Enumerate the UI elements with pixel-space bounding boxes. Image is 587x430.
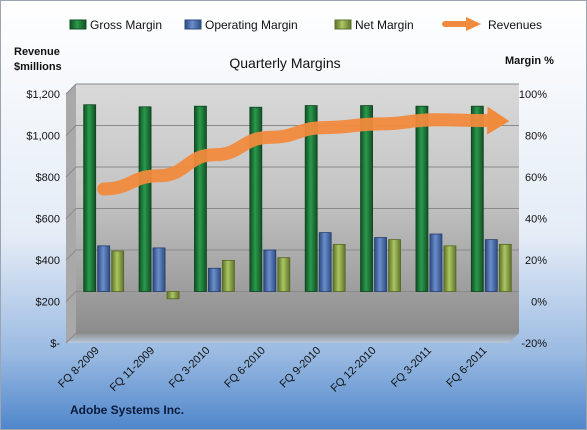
right-axis: -20% 0% 20% 40% 60% 80% 100%	[519, 89, 547, 350]
gridline-side	[65, 83, 77, 95]
legend-arrow-revenues	[466, 17, 481, 31]
bar-net-margin	[332, 243, 346, 292]
left-axis-title-line2: $millions	[14, 61, 62, 73]
bar-net-margin	[222, 259, 235, 292]
right-tick-label: 40%	[525, 214, 547, 226]
bar-gross-margin	[470, 105, 484, 292]
gridline-side	[65, 291, 77, 302]
left-tick-label: $1,200	[26, 89, 60, 101]
legend-swatch-net-margin	[334, 19, 352, 30]
legend: Gross Margin Operating Margin Net Margin…	[69, 17, 542, 32]
bar-gross-margin	[249, 106, 263, 292]
bar-gross-margin	[415, 105, 429, 292]
legend-label-gross-margin: Gross Margin	[90, 18, 162, 32]
left-axis-title-line1: Revenue	[14, 46, 60, 58]
bar-net-margin	[111, 250, 125, 292]
plot-area	[65, 83, 519, 344]
bar-operating-margin	[97, 245, 111, 292]
gridline-side	[65, 249, 77, 261]
legend-label-net-margin: Net Margin	[355, 18, 414, 32]
legend-swatch-gross-margin	[69, 19, 87, 30]
bar-operating-margin	[208, 267, 221, 292]
company-name: Adobe Systems Inc.	[70, 403, 184, 417]
revenue-line	[97, 113, 494, 196]
bar-net-margin	[443, 245, 457, 292]
left-tick-label: $200	[36, 297, 60, 309]
right-tick-label: 0%	[531, 297, 547, 309]
right-tick-label: -20%	[521, 338, 547, 350]
bar-gross-margin	[138, 106, 152, 292]
right-tick-label: 80%	[525, 131, 547, 143]
left-tick-label: $800	[36, 172, 60, 184]
left-tick-label: $-	[50, 338, 60, 350]
bar-operating-margin	[152, 247, 166, 292]
revenue-line-group	[97, 106, 510, 196]
bar-net-margin	[166, 291, 180, 300]
right-tick-label: 100%	[519, 89, 547, 101]
bar-operating-margin	[429, 233, 443, 292]
bars-group	[83, 104, 512, 300]
right-tick-label: 60%	[525, 172, 547, 184]
bar-gross-margin	[194, 105, 207, 292]
bar-operating-margin	[374, 237, 387, 292]
bar-operating-margin	[484, 239, 498, 292]
plot-floor	[66, 333, 519, 343]
left-tick-label: $600	[36, 214, 60, 226]
legend-swatch-operating-margin	[184, 19, 202, 30]
right-tick-label: 20%	[525, 255, 547, 267]
right-axis-title: Margin %	[505, 55, 554, 67]
gridline-side	[65, 166, 77, 178]
bar-gross-margin	[83, 104, 97, 292]
bar-operating-margin	[263, 249, 277, 292]
revenue-arrowhead	[487, 106, 510, 135]
bar-net-margin	[388, 239, 401, 292]
bar-net-margin	[277, 257, 291, 292]
left-tick-label: $400	[36, 255, 60, 267]
bar-net-margin	[498, 243, 512, 292]
gridline-side	[65, 208, 77, 219]
chart-title: Quarterly Margins	[229, 55, 340, 71]
gridline-side	[65, 125, 77, 136]
left-axis: $- $200 $400 $600 $800 $1,000 $1,200	[26, 89, 60, 350]
bar-gross-margin	[304, 105, 318, 292]
legend-label-operating-margin: Operating Margin	[205, 18, 298, 32]
bar-operating-margin	[318, 232, 332, 292]
bar-gross-margin	[360, 105, 373, 292]
legend-label-revenues: Revenues	[488, 18, 542, 32]
gridline-side	[65, 332, 77, 344]
left-tick-label: $1,000	[26, 131, 60, 143]
